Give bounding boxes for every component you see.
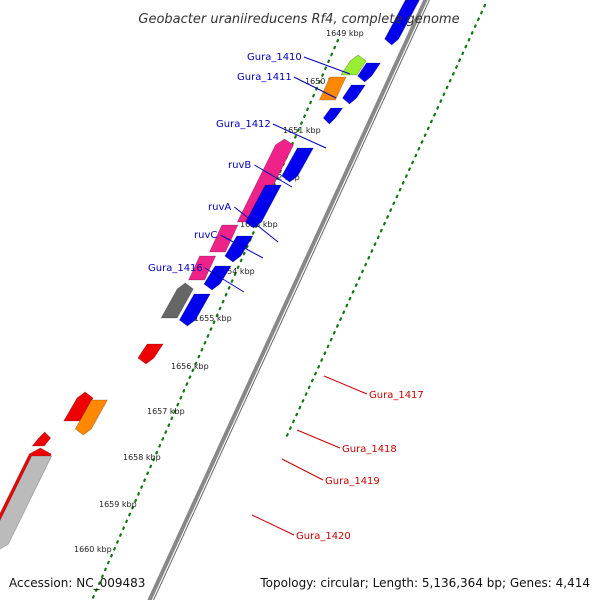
gene-block-gura1416 [160,282,194,319]
kbp-label: 1655 kbp [194,314,232,323]
gene-block-small-red [31,431,52,447]
gene-block-gura1418 [74,399,109,436]
gene-connector-left [293,76,337,99]
gene-block-gura1412-ruvb [236,138,294,223]
dotted-line-right [283,3,487,442]
kbp-label: 1659 kbp [99,500,137,509]
gene-block-blue-2 [342,84,367,105]
kbp-label: 1656 kbp [171,362,209,371]
kbp-label: 1652 kbp [262,173,300,182]
gene-block-ruvc [187,255,217,281]
kbp-label: 1650 kbp [305,77,343,86]
gene-label-left: Gura_1410 [247,52,302,63]
topology-label: Topology: circular; Length: 5,136,364 bp… [259,576,590,590]
map-title: Geobacter uraniireducens Rf4, complete g… [138,12,459,27]
gene-label-left: Gura_1412 [216,119,271,130]
gene-connector-left [254,164,293,188]
gene-connector-right [281,458,324,481]
accession-label: Accession: NC_009483 [9,576,145,590]
kbp-label: 1651 kbp [283,126,321,135]
gene-connector-left [220,234,264,259]
gene-block-top-blue [384,0,420,46]
gene-label-right: Gura_1419 [325,476,380,487]
backbone-group [147,0,430,600]
gene-connector-left [204,267,245,293]
gene-block-blue-8 [178,293,211,327]
kbp-ticks: 1649 kbp 1650 kbp 1651 kbp 1652 kbp 1653 kbp… [74,29,364,554]
gene-block-blue-7 [203,265,232,291]
gene-label-left: ruvB [228,160,251,171]
gene-block-gura1410 [340,54,367,76]
gene-block-gura1420 [0,455,53,550]
gene-label-left: ruvC [194,230,217,241]
gene-block-gura1417 [137,343,164,365]
gene-connector-right [251,514,295,536]
gene-labels: Gura_1410 Gura_1411 Gura_1412 ruvB ruvA ruvC G… [148,52,424,542]
gene-connector-right [296,429,341,449]
gene-block-blue-6 [224,235,254,263]
gene-connector-left [234,206,279,243]
gene-connector-left [272,123,327,149]
gene-label-left: Gura_1416 [148,263,203,274]
dotted-line-left [90,38,340,600]
kbp-label: 1657 kbp [147,407,185,416]
gene-features [0,0,420,550]
kbp-label: 1660 kbp [74,545,112,554]
kbp-label: 1654 kbp [217,267,255,276]
gene-connector-left [303,56,351,75]
gene-label-left: ruvA [208,202,231,213]
gene-block-blue-3 [322,107,344,125]
gene-label-right: Gura_1417 [369,390,424,401]
backbone-inner-line [153,0,430,600]
gene-block-gura1411 [318,76,347,101]
kbp-label: 1649 kbp [326,29,364,38]
gene-label-right: Gura_1420 [296,531,351,542]
gene-block-blue-1 [357,62,382,83]
kbp-label: 1658 kbp [123,453,161,462]
gene-connector-right [323,375,368,395]
kbp-label: 1653 kbp [240,220,278,229]
gene-block-blue-4 [281,147,315,183]
gene-label-left: Gura_1411 [237,72,292,83]
outer-dotted-ring [90,3,487,600]
gene-label-right: Gura_1418 [342,444,397,455]
gene-block-ruva [208,224,239,253]
genome-backbone [147,0,428,600]
